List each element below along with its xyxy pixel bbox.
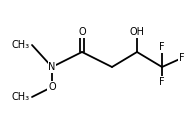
Text: O: O [48,82,56,92]
Text: F: F [159,77,165,87]
Text: OH: OH [130,27,145,37]
Text: CH₃: CH₃ [12,40,30,50]
Text: N: N [48,62,56,72]
Text: F: F [179,53,185,63]
Text: O: O [78,27,86,37]
Text: CH₃: CH₃ [12,92,30,102]
Text: F: F [159,42,165,52]
